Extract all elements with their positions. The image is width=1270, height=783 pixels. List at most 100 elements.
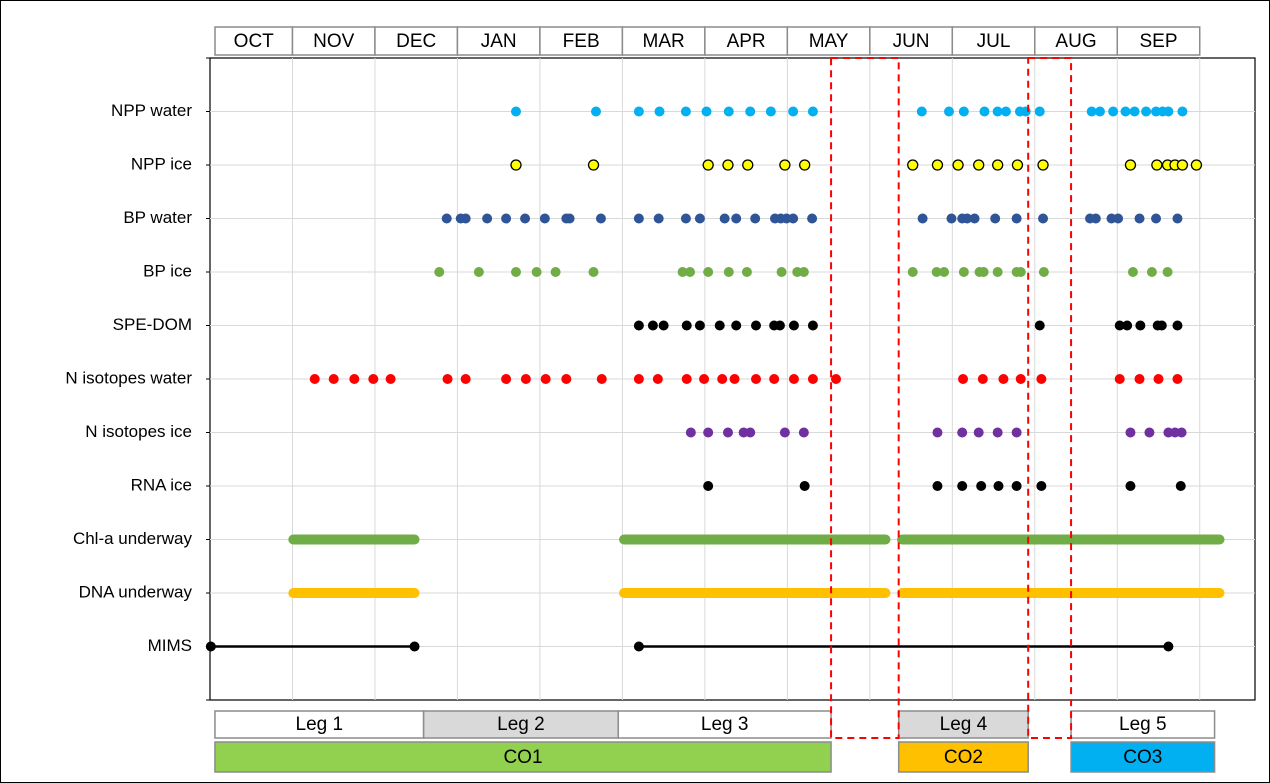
data-dot — [680, 213, 691, 224]
data-dot — [1153, 374, 1164, 384]
data-dot — [774, 320, 785, 331]
data-dot — [916, 106, 927, 117]
data-dot — [681, 320, 692, 331]
data-dot — [694, 213, 705, 224]
cruise-label: CO1 — [503, 747, 542, 768]
data-dot — [1125, 481, 1136, 491]
data-dot — [973, 427, 984, 438]
data-dot — [907, 267, 918, 277]
data-dot — [1172, 320, 1183, 331]
data-dot — [750, 213, 761, 224]
month-label: APR — [727, 31, 766, 52]
row-label: N isotopes water — [65, 368, 192, 387]
data-dot — [652, 374, 663, 384]
data-dot — [1129, 106, 1140, 117]
month-label: NOV — [313, 31, 355, 52]
row-label: MIMS — [148, 636, 192, 655]
data-dot — [798, 427, 809, 438]
data-dot — [765, 106, 776, 117]
leg-box — [1070, 710, 1216, 739]
data-dot — [799, 159, 811, 171]
data-dot — [723, 106, 734, 117]
cruise-box — [1070, 741, 1216, 773]
data-dot — [482, 213, 493, 224]
month-box — [869, 26, 954, 56]
data-dot — [1127, 267, 1138, 277]
data-dot — [441, 213, 452, 224]
data-dot — [703, 427, 714, 438]
data-dot — [992, 267, 1003, 277]
data-dot — [1011, 213, 1022, 224]
row-label: Chl-a underway — [73, 529, 193, 548]
data-dot — [501, 213, 512, 224]
data-dot — [788, 320, 799, 331]
data-dot — [1108, 106, 1119, 117]
data-dot — [701, 106, 712, 117]
data-dot — [719, 213, 730, 224]
data-dot — [745, 427, 756, 438]
data-dot — [769, 374, 780, 384]
data-dot — [658, 320, 669, 331]
data-dot — [587, 159, 600, 171]
data-dot — [939, 267, 950, 277]
data-dot — [751, 320, 762, 331]
data-dot — [993, 481, 1004, 491]
data-dot — [1125, 427, 1136, 438]
data-dot — [460, 213, 471, 224]
data-dot — [932, 427, 943, 438]
data-dot — [973, 159, 985, 171]
data-dot — [550, 267, 561, 277]
data-dot — [932, 481, 943, 491]
data-dot — [1151, 159, 1163, 171]
data-dot — [788, 374, 799, 384]
data-dot — [957, 427, 968, 438]
data-dot — [1011, 159, 1024, 171]
data-dot — [633, 106, 644, 117]
data-dot — [703, 481, 714, 491]
data-dot — [1156, 320, 1167, 331]
data-dot — [962, 213, 973, 224]
row-label: SPE-DOM — [113, 315, 192, 334]
data-dot — [998, 374, 1009, 384]
data-dot — [731, 320, 742, 331]
data-dot — [992, 427, 1003, 438]
data-dot — [1144, 427, 1155, 438]
data-dot — [1020, 106, 1031, 117]
row-label: RNA ice — [131, 475, 192, 494]
data-dot — [969, 213, 980, 224]
data-dot — [540, 374, 551, 384]
leg-label: Leg 5 — [1119, 714, 1167, 735]
month-label: JUL — [977, 31, 1011, 52]
data-dot — [1000, 106, 1011, 117]
data-dot — [539, 213, 550, 224]
data-dot — [385, 374, 396, 384]
data-dot — [722, 159, 734, 171]
data-dot — [309, 374, 320, 384]
data-dot — [979, 106, 990, 117]
data-dot — [1094, 106, 1105, 117]
data-dot — [531, 267, 542, 277]
data-dot — [647, 320, 658, 331]
data-dot — [946, 213, 957, 224]
data-dot — [741, 267, 752, 277]
data-dot — [958, 267, 969, 277]
month-label: FEB — [563, 31, 600, 52]
data-dot — [1090, 213, 1101, 224]
data-dot — [703, 267, 714, 277]
cruise-box — [897, 741, 1029, 773]
data-dot — [931, 159, 944, 171]
data-dot — [1122, 320, 1133, 331]
data-dot — [1034, 320, 1045, 331]
month-label: OCT — [234, 31, 275, 52]
data-dot — [957, 481, 968, 491]
data-dot — [1015, 267, 1026, 277]
data-dot — [699, 374, 710, 384]
data-dot — [561, 374, 572, 384]
data-dot — [1176, 427, 1187, 438]
data-dot — [831, 374, 842, 384]
data-dot — [520, 213, 531, 224]
data-end — [409, 641, 420, 652]
data-dot — [460, 374, 471, 384]
